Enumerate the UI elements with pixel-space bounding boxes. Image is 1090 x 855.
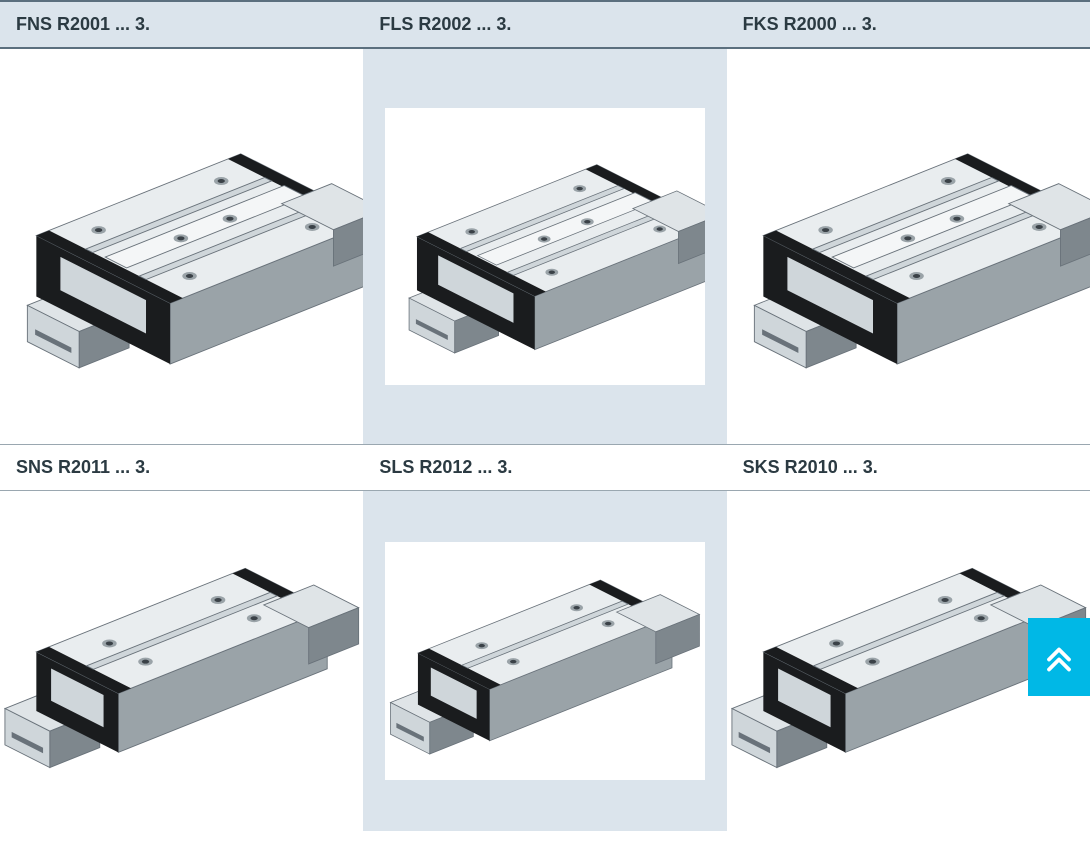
product-thumbnail (727, 49, 1090, 444)
linear-guide-icon (385, 108, 705, 385)
product-title: FLS R2002 ... 3. (363, 0, 726, 49)
chevron-double-up-icon (1044, 642, 1074, 672)
product-card[interactable]: FNS R2001 ... 3. (0, 0, 363, 444)
linear-guide-icon (727, 49, 1090, 444)
product-card[interactable]: SNS R2011 ... 3. (0, 444, 363, 831)
product-image-area (727, 49, 1090, 444)
product-thumbnail (0, 49, 363, 444)
product-image-area (0, 49, 363, 444)
product-thumbnail (385, 542, 705, 780)
linear-guide-icon (0, 491, 363, 831)
product-title: SLS R2012 ... 3. (363, 444, 726, 491)
scroll-to-top-button[interactable] (1028, 618, 1090, 696)
product-thumbnail (385, 108, 705, 385)
linear-guide-icon (385, 542, 705, 780)
product-title: FNS R2001 ... 3. (0, 0, 363, 49)
product-image-area (0, 491, 363, 831)
product-title: FKS R2000 ... 3. (727, 0, 1090, 49)
product-image-area (363, 49, 726, 444)
product-card[interactable]: FLS R2002 ... 3. (363, 0, 726, 444)
product-card[interactable]: FKS R2000 ... 3. (727, 0, 1090, 444)
product-card[interactable]: SLS R2012 ... 3. (363, 444, 726, 831)
product-grid: FNS R2001 ... 3. FLS R2002 ... 3. FKS R2… (0, 0, 1090, 831)
product-title: SNS R2011 ... 3. (0, 444, 363, 491)
product-thumbnail (0, 491, 363, 831)
linear-guide-icon (0, 49, 363, 444)
product-title: SKS R2010 ... 3. (727, 444, 1090, 491)
product-image-area (363, 491, 726, 831)
